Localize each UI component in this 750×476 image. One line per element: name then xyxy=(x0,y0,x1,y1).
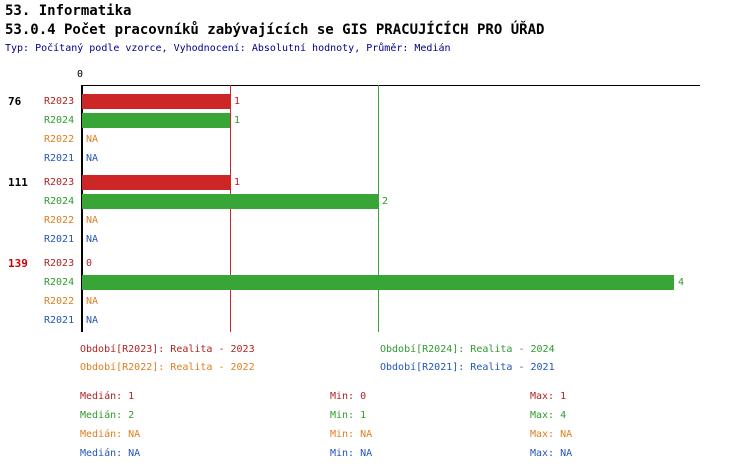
axis-top-line xyxy=(82,85,700,86)
bar-r2023 xyxy=(82,94,230,109)
bar-value: 4 xyxy=(678,277,685,288)
stat-max-r2021: Max: NA xyxy=(530,448,573,459)
bar-r2024 xyxy=(82,194,378,209)
bar-r2023 xyxy=(82,175,230,190)
row-label: R2024 xyxy=(44,196,75,207)
group-111: 111 R2023 1 R2024 2 R2022 NA R2021 NA xyxy=(8,173,684,249)
bar-row: R2024 1 xyxy=(44,111,684,130)
legend-item-r2024: Období[R2024]: Realita - 2024 xyxy=(380,344,555,355)
stat-min-r2022: Min: NA xyxy=(330,429,373,440)
bar-row: R2022 NA xyxy=(44,292,684,311)
bar-groups: 76 R2023 1 R2024 1 R2022 NA R2021 NA xyxy=(8,92,684,335)
stat-min-r2023: Min: 0 xyxy=(330,391,367,402)
bar-row: R2021 NA xyxy=(44,149,684,168)
bar-row: R2024 4 xyxy=(44,273,684,292)
stat-median-r2023: Medián: 1 xyxy=(80,391,135,402)
row-label: R2022 xyxy=(44,215,75,226)
bar-value: NA xyxy=(86,134,99,145)
row-label: R2023 xyxy=(44,177,75,188)
bar-row: R2023 1 xyxy=(44,92,684,111)
row-label: R2021 xyxy=(44,234,75,245)
bar-value: NA xyxy=(86,215,99,226)
bar-row: R2022 NA xyxy=(44,211,684,230)
bar-value: NA xyxy=(86,234,99,245)
bar-value: NA xyxy=(86,315,99,326)
row-label: R2023 xyxy=(44,258,75,269)
bar-value: 1 xyxy=(234,96,241,107)
bar-value: 1 xyxy=(234,115,241,126)
row-label: R2023 xyxy=(44,96,75,107)
bar-row: R2024 2 xyxy=(44,192,684,211)
section-title: 53. Informatika xyxy=(5,3,132,19)
row-label: R2022 xyxy=(44,296,75,307)
bar-r2024 xyxy=(82,113,230,128)
legend-item-r2023: Období[R2023]: Realita - 2023 xyxy=(80,344,255,355)
bar-value: 1 xyxy=(234,177,241,188)
bar-row: R2021 NA xyxy=(44,311,684,330)
stat-median-r2021: Medián: NA xyxy=(80,448,141,459)
axis-zero-label: 0 xyxy=(77,69,84,80)
bar-row: R2023 0 xyxy=(44,254,684,273)
median-line-r2024 xyxy=(378,85,379,332)
group-76: 76 R2023 1 R2024 1 R2022 NA R2021 NA xyxy=(8,92,684,168)
stat-max-r2024: Max: 4 xyxy=(530,410,567,421)
row-label: R2024 xyxy=(44,277,75,288)
stat-min-r2024: Min: 1 xyxy=(330,410,367,421)
bar-row: R2023 1 xyxy=(44,173,684,192)
row-label: R2021 xyxy=(44,153,75,164)
group-id: 111 xyxy=(8,176,28,189)
bar-value: 0 xyxy=(86,258,93,269)
bar-row: R2022 NA xyxy=(44,130,684,149)
stat-max-r2023: Max: 1 xyxy=(530,391,567,402)
stat-median-r2024: Medián: 2 xyxy=(80,410,135,421)
group-id: 76 xyxy=(8,95,22,108)
group-id: 139 xyxy=(8,257,28,270)
legend-item-r2021: Období[R2021]: Realita - 2021 xyxy=(380,362,555,373)
group-139: 139 R2023 0 R2024 4 R2022 NA R2021 NA xyxy=(8,254,684,330)
stat-min-r2021: Min: NA xyxy=(330,448,373,459)
row-label: R2022 xyxy=(44,134,75,145)
bar-r2024 xyxy=(82,275,674,290)
row-label: R2024 xyxy=(44,115,75,126)
row-label: R2021 xyxy=(44,315,75,326)
chart-title: 53.0.4 Počet pracovníků zabývajících se … xyxy=(5,22,545,38)
legend-item-r2022: Období[R2022]: Realita - 2022 xyxy=(80,362,255,373)
bar-value: NA xyxy=(86,153,99,164)
bar-row: R2021 NA xyxy=(44,230,684,249)
bar-value: 2 xyxy=(382,196,389,207)
chart-meta: Typ: Počítaný podle vzorce, Vyhodnocení:… xyxy=(5,43,451,54)
stat-max-r2022: Max: NA xyxy=(530,429,573,440)
bar-value: NA xyxy=(86,296,99,307)
stat-median-r2022: Medián: NA xyxy=(80,429,141,440)
